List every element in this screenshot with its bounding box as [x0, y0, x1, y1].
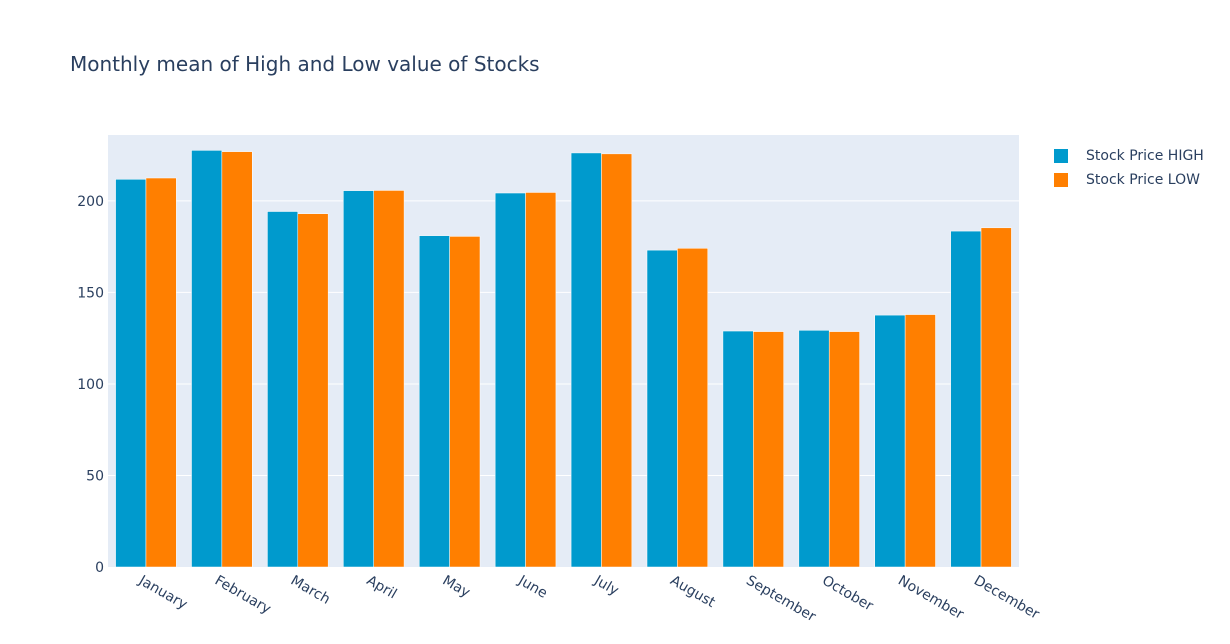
y-tick-label: 200 [77, 194, 104, 210]
x-tick-label: October [819, 573, 876, 615]
bar-low-september[interactable] [753, 331, 784, 568]
legend[interactable]: Stock Price HIGH Stock Price LOW [1054, 144, 1204, 192]
bars[interactable] [115, 150, 1012, 568]
y-tick-label: 0 [95, 560, 104, 576]
x-tick-label: August [667, 573, 718, 612]
x-tick-label: December [971, 573, 1042, 623]
x-tick-label: June [515, 572, 550, 602]
x-tick-label: September [743, 573, 818, 626]
legend-item-low[interactable]: Stock Price LOW [1054, 168, 1204, 192]
legend-label-high: Stock Price HIGH [1086, 148, 1204, 164]
y-tick-label: 150 [77, 285, 104, 301]
bar-low-july[interactable] [601, 153, 633, 568]
bar-high-april[interactable] [343, 190, 374, 568]
y-tick-label: 100 [77, 377, 104, 393]
legend-label-low: Stock Price LOW [1086, 172, 1200, 188]
legend-swatch-low [1054, 173, 1068, 187]
plot-area [108, 135, 1019, 567]
bar-high-june[interactable] [494, 192, 526, 568]
bar-low-october[interactable] [828, 331, 860, 568]
bar-high-august[interactable] [646, 249, 678, 568]
x-axis-ticks: January February March April May June July Augu… [135, 572, 1042, 625]
bar-low-august[interactable] [677, 248, 708, 568]
x-tick-label: April [364, 573, 400, 603]
bar-low-december[interactable] [980, 227, 1012, 568]
x-tick-label: November [895, 573, 966, 623]
bar-high-march[interactable] [267, 211, 299, 568]
x-tick-label: January [135, 572, 190, 613]
bar-low-may[interactable] [449, 236, 481, 568]
bar-high-february[interactable] [191, 150, 223, 568]
gridlines [108, 200, 1019, 476]
x-tick-label: March [288, 573, 333, 608]
bar-high-october[interactable] [798, 330, 830, 568]
bar-high-july[interactable] [570, 152, 602, 568]
bar-low-january[interactable] [145, 177, 177, 568]
bar-high-september[interactable] [722, 330, 754, 568]
bar-high-november[interactable] [874, 314, 906, 568]
y-axis-ticks: 0 50 100 150 200 [77, 194, 104, 576]
x-tick-label: July [591, 572, 622, 599]
bar-low-november[interactable] [904, 314, 936, 568]
x-tick-label: May [440, 573, 473, 601]
bar-low-april[interactable] [373, 190, 405, 568]
bar-low-june[interactable] [525, 192, 557, 568]
legend-item-high[interactable]: Stock Price HIGH [1054, 144, 1204, 168]
bar-high-january[interactable] [115, 179, 147, 568]
chart-title: Monthly mean of High and Low value of St… [70, 52, 540, 76]
bar-low-february[interactable] [221, 151, 253, 568]
legend-swatch-high [1054, 149, 1068, 163]
x-tick-label: February [212, 573, 274, 618]
y-tick-label: 50 [86, 468, 104, 484]
bar-high-may[interactable] [419, 235, 450, 568]
bar-low-march[interactable] [297, 213, 329, 568]
bar-high-december[interactable] [950, 230, 982, 568]
